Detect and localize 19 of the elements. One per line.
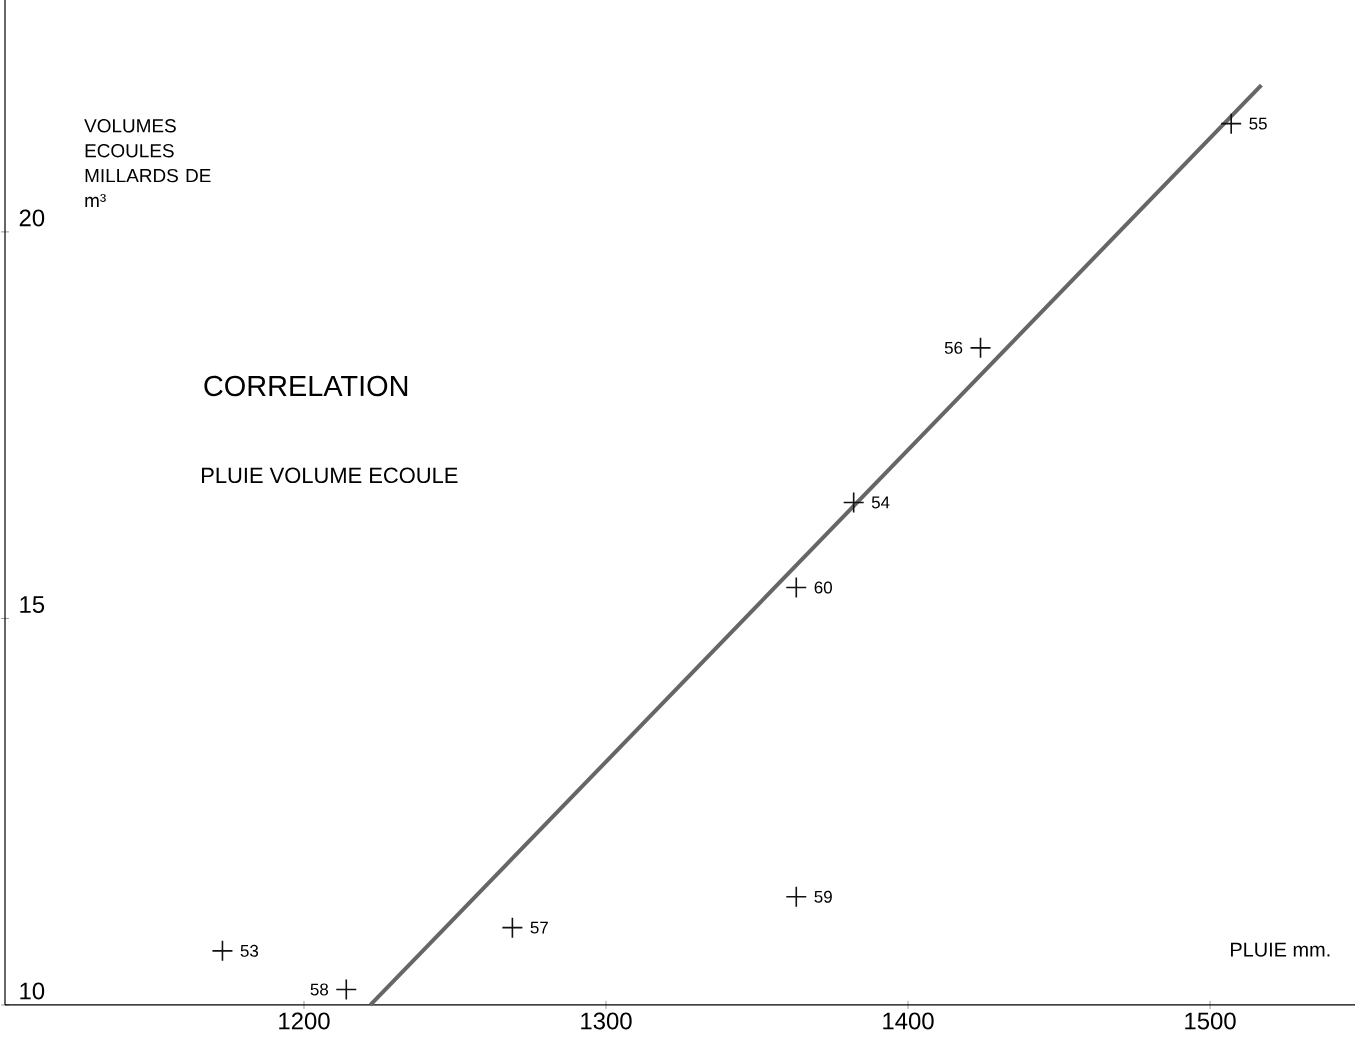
y-tick-label: 15: [20, 596, 45, 613]
annotation: 56: [944, 341, 963, 354]
annotation: 58: [310, 983, 329, 996]
annotation: 53: [240, 944, 259, 957]
text: CORRELATION: [204, 375, 408, 397]
x-tick-label: 1400: [883, 1012, 934, 1030]
annotation: 59: [814, 890, 832, 903]
annotation: 55: [1249, 117, 1267, 130]
annotation: 57: [530, 921, 548, 934]
y-tick-label: 10: [20, 982, 45, 1000]
x-tick-label: 1300: [581, 1012, 632, 1030]
x-axis-title: PLUIE mm.: [1231, 942, 1330, 957]
text: PLUIE VOLUME ECOULE: [202, 467, 458, 484]
annotation: 54: [871, 496, 890, 509]
x-tick-label: 1500: [1185, 1012, 1236, 1030]
annotation: 60: [814, 581, 832, 594]
y-axis-title: VOLUMES ECOULES MILLARDS DE m³: [84, 119, 211, 208]
y-tick-label: 20: [19, 209, 45, 227]
x-tick-label: 1200: [279, 1012, 330, 1030]
